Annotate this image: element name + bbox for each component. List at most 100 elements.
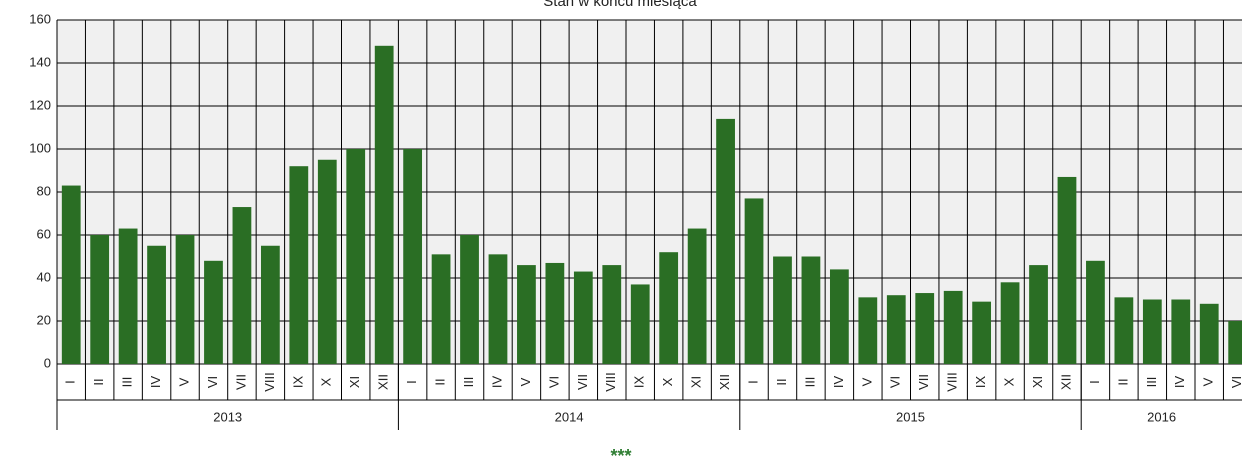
bar bbox=[1142, 299, 1162, 364]
x-tick-label: III bbox=[1144, 377, 1159, 388]
x-tick-label: VII bbox=[575, 374, 590, 390]
chart: Stan w końcu miesiąca 0 20 40 60 80 100 120 140… bbox=[29, 0, 1242, 430]
bar bbox=[346, 149, 366, 364]
x-tick-label: V bbox=[859, 377, 874, 386]
bar bbox=[687, 228, 707, 364]
x-tick-label: II bbox=[774, 378, 789, 385]
bar bbox=[659, 252, 679, 364]
bar bbox=[915, 293, 935, 364]
x-tick-label: X bbox=[319, 377, 334, 386]
bar bbox=[232, 207, 252, 364]
bar bbox=[1199, 303, 1219, 364]
bar bbox=[488, 254, 508, 364]
x-tick-label: I bbox=[63, 380, 78, 384]
bar bbox=[858, 297, 878, 364]
group-label: 2015 bbox=[896, 409, 925, 424]
x-tick-label: IV bbox=[148, 376, 163, 389]
x-tick-label: V bbox=[176, 377, 191, 386]
group-label: 2013 bbox=[213, 409, 242, 424]
bar bbox=[431, 254, 451, 364]
x-tick-label: XII bbox=[717, 374, 732, 390]
x-tick-label: XII bbox=[1058, 374, 1073, 390]
y-tick-label: 140 bbox=[29, 54, 51, 69]
bar bbox=[289, 166, 309, 364]
bar bbox=[1029, 265, 1048, 364]
x-tick-label: XI bbox=[689, 376, 704, 388]
bar bbox=[801, 256, 821, 364]
group-label: 2014 bbox=[555, 409, 584, 424]
footer: *** bbox=[610, 446, 632, 462]
y-tick-label: 60 bbox=[37, 226, 51, 241]
y-tick-label: 0 bbox=[44, 355, 51, 370]
x-tick-label: III bbox=[461, 377, 476, 388]
bar bbox=[1171, 299, 1191, 364]
x-tick-label: IV bbox=[1172, 376, 1187, 389]
y-tick-label: 20 bbox=[37, 312, 51, 327]
x-tick-label: III bbox=[120, 377, 135, 388]
x-tick-label: X bbox=[660, 377, 675, 386]
x-tick-label: VII bbox=[916, 374, 931, 390]
x-tick-label: V bbox=[1201, 377, 1216, 386]
bar bbox=[829, 269, 849, 364]
bar bbox=[61, 185, 81, 364]
x-tick-label: III bbox=[802, 377, 817, 388]
bar bbox=[90, 235, 110, 364]
y-tick-label: 100 bbox=[29, 140, 51, 155]
bar bbox=[773, 256, 792, 364]
x-tick-label: I bbox=[404, 380, 419, 384]
x-tick-label: VI bbox=[205, 376, 220, 388]
bar bbox=[374, 45, 394, 365]
bar bbox=[403, 149, 423, 364]
x-tick-label: II bbox=[91, 378, 106, 385]
bar bbox=[972, 301, 992, 364]
x-tick-label: IX bbox=[973, 376, 988, 389]
bar bbox=[1228, 321, 1242, 364]
x-tick-label: IX bbox=[290, 376, 305, 389]
x-tick-label: IV bbox=[489, 376, 504, 389]
x-tick-label: XI bbox=[1030, 376, 1045, 388]
x-tick-label: XI bbox=[347, 376, 362, 388]
bar bbox=[460, 235, 479, 364]
bar bbox=[1000, 282, 1020, 364]
bar bbox=[204, 260, 223, 364]
x-tick-label: VIII bbox=[945, 372, 960, 392]
x-tick-label: VII bbox=[233, 374, 248, 390]
bar bbox=[545, 262, 565, 364]
bar bbox=[573, 271, 593, 364]
x-tick-label: XII bbox=[376, 374, 391, 390]
bar bbox=[602, 265, 622, 364]
bar bbox=[175, 235, 195, 364]
bar bbox=[1114, 297, 1134, 364]
x-tick-label: X bbox=[1002, 377, 1017, 386]
y-tick-label: 160 bbox=[29, 11, 51, 26]
bar bbox=[744, 198, 764, 364]
x-tick-label: I bbox=[745, 380, 760, 384]
bar bbox=[118, 228, 138, 364]
bar bbox=[147, 245, 166, 364]
bar bbox=[630, 284, 650, 364]
y-tick-label: 120 bbox=[29, 97, 51, 112]
bar bbox=[716, 118, 735, 365]
x-tick-label: VIII bbox=[262, 372, 277, 392]
y-tick-label: 80 bbox=[37, 183, 51, 198]
x-tick-label: I bbox=[1087, 380, 1102, 384]
x-tick-label: VIII bbox=[603, 372, 618, 392]
x-tick-label: II bbox=[1115, 378, 1130, 385]
x-tick-label: VI bbox=[1229, 376, 1242, 388]
x-tick-label: II bbox=[433, 378, 448, 385]
y-tick-label: 40 bbox=[37, 269, 51, 284]
x-tick-label: VI bbox=[546, 376, 561, 388]
bar bbox=[517, 265, 536, 364]
bar bbox=[886, 295, 906, 364]
x-tick-label: IV bbox=[831, 376, 846, 389]
group-label: 2016 bbox=[1147, 409, 1176, 424]
bar bbox=[1057, 176, 1077, 364]
x-tick-label: IX bbox=[632, 376, 647, 389]
bar bbox=[1086, 260, 1105, 364]
bar bbox=[943, 290, 963, 364]
x-tick-label: V bbox=[518, 377, 533, 386]
bar bbox=[317, 159, 337, 364]
chart-title: Stan w końcu miesiąca bbox=[543, 0, 697, 10]
bar bbox=[260, 245, 280, 364]
